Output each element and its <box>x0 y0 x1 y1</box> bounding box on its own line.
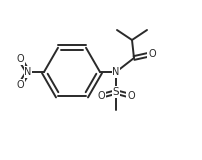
Text: O: O <box>147 49 155 59</box>
Text: S: S <box>112 87 119 97</box>
Text: O: O <box>16 54 24 64</box>
Text: O: O <box>127 91 134 101</box>
Text: O: O <box>97 91 104 101</box>
Text: N: N <box>24 67 32 77</box>
Text: O: O <box>16 80 24 90</box>
Text: N: N <box>112 67 119 77</box>
